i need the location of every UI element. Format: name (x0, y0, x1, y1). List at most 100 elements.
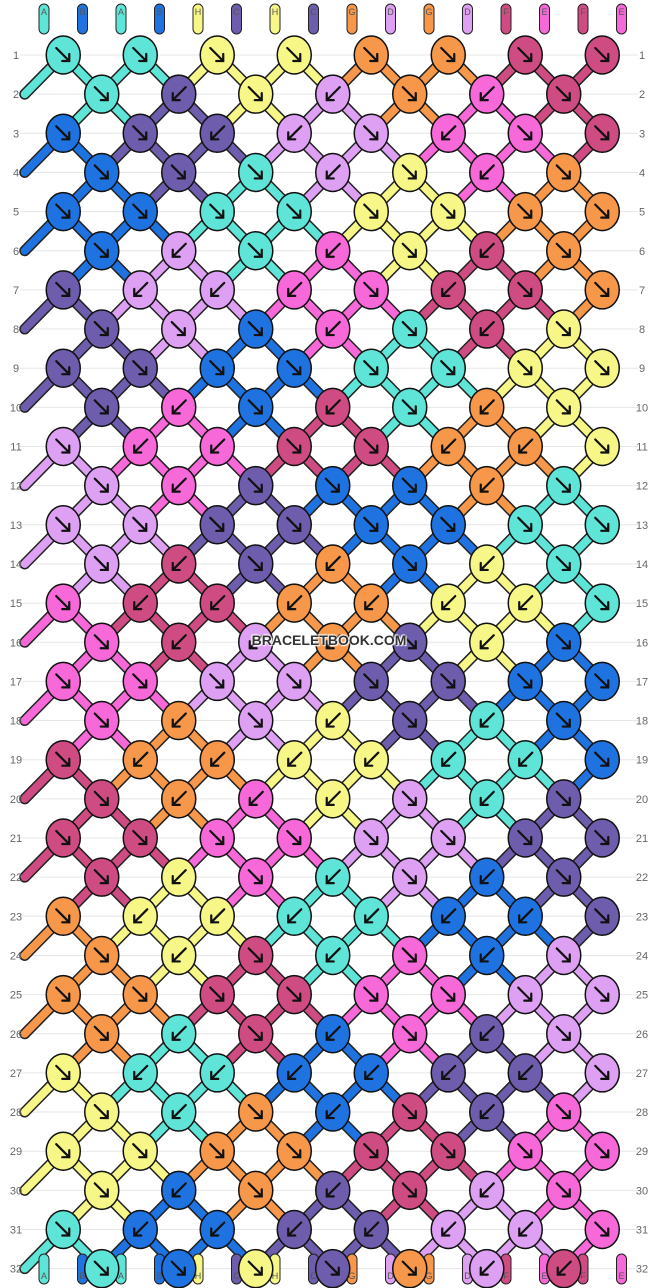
knot[interactable] (584, 974, 620, 1015)
knot[interactable] (161, 622, 197, 662)
knot[interactable] (392, 152, 428, 193)
knot[interactable] (84, 231, 120, 271)
knot[interactable] (507, 35, 543, 75)
knot[interactable] (392, 1014, 428, 1054)
knot[interactable] (199, 426, 235, 467)
knot[interactable] (276, 583, 312, 623)
knot[interactable] (122, 739, 158, 780)
knot[interactable] (45, 583, 81, 623)
knot[interactable] (45, 348, 81, 388)
knot[interactable] (238, 309, 274, 349)
knot[interactable] (546, 309, 582, 349)
knot[interactable] (161, 1092, 197, 1132)
knot[interactable] (469, 622, 505, 662)
knot[interactable] (276, 1209, 312, 1250)
knot[interactable] (84, 544, 120, 584)
knot[interactable] (584, 583, 620, 623)
knot[interactable] (507, 661, 543, 702)
knot[interactable] (45, 1209, 81, 1250)
knot[interactable] (546, 152, 582, 193)
knot[interactable] (430, 426, 466, 467)
knot[interactable] (276, 270, 312, 310)
knot[interactable] (238, 1014, 274, 1054)
knot[interactable] (353, 348, 389, 388)
knot[interactable] (45, 426, 81, 467)
knot[interactable] (238, 152, 274, 193)
knot[interactable] (161, 544, 197, 584)
knot[interactable] (45, 191, 81, 232)
knot[interactable] (469, 1248, 505, 1288)
knot[interactable] (469, 74, 505, 114)
knot[interactable] (84, 387, 120, 428)
knot[interactable] (584, 191, 620, 232)
knot[interactable] (161, 700, 197, 741)
knot[interactable] (546, 622, 582, 662)
knot[interactable] (122, 896, 158, 937)
knot[interactable] (546, 1092, 582, 1132)
knot[interactable] (122, 583, 158, 623)
knot[interactable] (353, 270, 389, 310)
knot[interactable] (315, 387, 351, 428)
knot[interactable] (276, 1053, 312, 1093)
knot[interactable] (584, 113, 620, 154)
knot[interactable] (84, 465, 120, 506)
knot[interactable] (430, 191, 466, 232)
knot[interactable] (469, 857, 505, 897)
knot[interactable] (161, 387, 197, 428)
knot[interactable] (199, 739, 235, 780)
knot[interactable] (430, 583, 466, 623)
knot[interactable] (507, 896, 543, 937)
knot[interactable] (238, 857, 274, 897)
knot[interactable] (45, 270, 81, 310)
knot[interactable] (238, 779, 274, 819)
knot[interactable] (430, 348, 466, 388)
knot[interactable] (546, 387, 582, 428)
knot[interactable] (430, 896, 466, 937)
knot[interactable] (315, 1092, 351, 1132)
knot[interactable] (430, 818, 466, 858)
knot[interactable] (584, 739, 620, 780)
knot[interactable] (84, 152, 120, 193)
knot[interactable] (161, 857, 197, 897)
knot[interactable] (45, 505, 81, 545)
knot[interactable] (430, 974, 466, 1015)
knot[interactable] (122, 113, 158, 154)
knot[interactable] (392, 935, 428, 976)
knot[interactable] (430, 1053, 466, 1093)
knot[interactable] (161, 935, 197, 976)
knot[interactable] (507, 113, 543, 154)
knot[interactable] (122, 348, 158, 388)
knot[interactable] (84, 700, 120, 741)
knot[interactable] (430, 270, 466, 310)
knot[interactable] (84, 1248, 120, 1288)
knot[interactable] (199, 583, 235, 623)
knot[interactable] (161, 74, 197, 114)
knot[interactable] (469, 1014, 505, 1054)
knot[interactable] (199, 1131, 235, 1171)
knot[interactable] (45, 896, 81, 937)
knot[interactable] (199, 505, 235, 545)
knot[interactable] (199, 270, 235, 310)
knot[interactable] (315, 857, 351, 897)
knot[interactable] (45, 35, 81, 75)
knot[interactable] (392, 700, 428, 741)
knot[interactable] (315, 544, 351, 584)
knot[interactable] (238, 544, 274, 584)
knot[interactable] (45, 739, 81, 780)
knot[interactable] (238, 1170, 274, 1211)
knot[interactable] (315, 935, 351, 976)
knot[interactable] (392, 309, 428, 349)
knot[interactable] (238, 465, 274, 506)
knot[interactable] (315, 1248, 351, 1288)
knot[interactable] (392, 544, 428, 584)
knot[interactable] (353, 583, 389, 623)
knot[interactable] (584, 426, 620, 467)
knot[interactable] (84, 309, 120, 349)
knot[interactable] (122, 1131, 158, 1171)
knot[interactable] (392, 231, 428, 271)
knot[interactable] (199, 348, 235, 388)
knot[interactable] (238, 622, 274, 662)
knot[interactable] (353, 1053, 389, 1093)
knot[interactable] (392, 387, 428, 428)
knot[interactable] (392, 1092, 428, 1132)
